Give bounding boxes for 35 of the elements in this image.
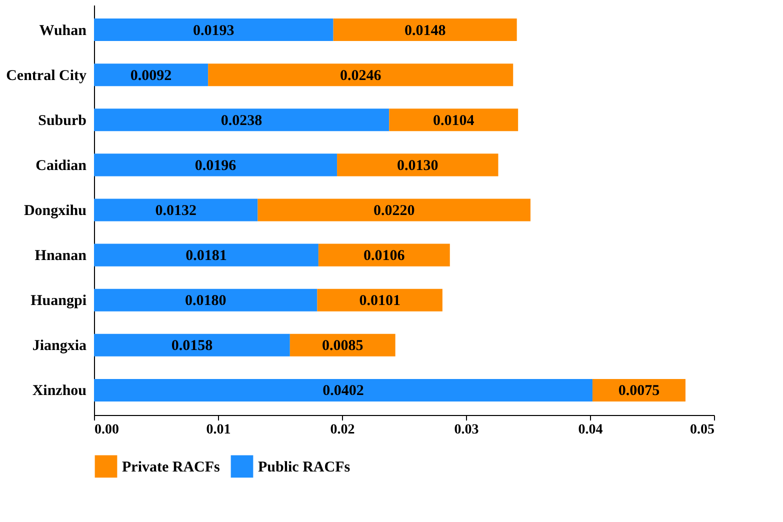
data-label: 0.0220 [373,203,415,219]
y-tick-label: Hnanan [34,248,88,264]
data-label: 0.0180 [184,293,226,310]
y-tick-label: Huangpi [30,293,86,310]
x-tick-label: 0.03 [454,422,479,438]
x-tick-label: 0.01 [206,422,231,438]
x-tick-label: 0.04 [578,422,603,438]
data-label: 0.0402 [322,383,364,400]
data-label: 0.0181 [186,248,227,264]
legend-label: Public RACFs [258,459,350,476]
x-tick-label: 0.05 [690,422,714,438]
data-label: 0.0148 [404,22,446,39]
data-label: 0.0158 [171,338,213,354]
data-label: 0.0106 [364,248,406,264]
y-tick-label: Suburb [38,112,86,129]
y-tick-label: Xinzhou [32,383,86,400]
data-label: 0.0085 [322,338,364,354]
x-tick-label: 0.00 [94,422,119,438]
data-label: 0.0101 [359,293,400,310]
data-label: 0.0238 [220,112,262,129]
data-label: 0.0130 [397,158,438,174]
data-label: 0.0246 [340,68,382,84]
data-label: 0.0196 [194,158,237,174]
y-tick-label: Dongxihu [24,203,86,219]
y-tick-label: Caidian [36,158,88,174]
y-tick-label: Wuhan [39,22,88,39]
data-label: 0.0193 [193,22,234,39]
y-tick-label: Central City [6,68,87,84]
data-label: 0.0104 [432,112,475,129]
data-label: 0.0075 [618,383,660,400]
data-label: 0.0092 [130,68,172,84]
x-tick-label: 0.02 [330,422,355,438]
legend-label: Private RACFs [122,459,220,476]
y-tick-label: Jiangxia [32,338,87,354]
data-label: 0.0132 [155,203,196,219]
